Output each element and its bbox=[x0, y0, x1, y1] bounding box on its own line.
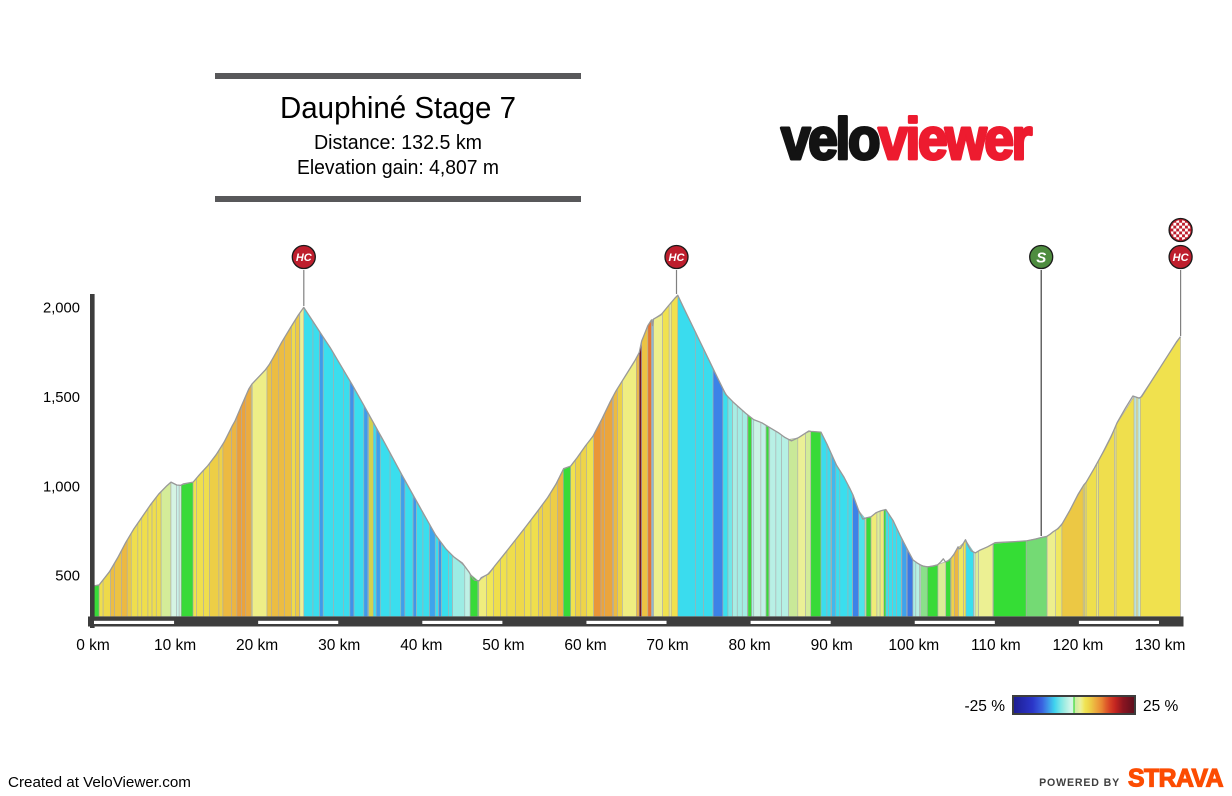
svg-text:120 km: 120 km bbox=[1052, 637, 1103, 654]
svg-text:1,000: 1,000 bbox=[43, 479, 80, 495]
svg-text:100 km: 100 km bbox=[888, 637, 939, 654]
svg-text:90 km: 90 km bbox=[811, 637, 853, 654]
svg-text:80 km: 80 km bbox=[728, 637, 770, 654]
svg-text:Dauphiné Stage 7: Dauphiné Stage 7 bbox=[280, 91, 516, 125]
svg-text:10 km: 10 km bbox=[154, 637, 196, 654]
svg-text:-25 %: -25 % bbox=[965, 698, 1006, 715]
svg-text:Elevation gain: 4,807 m: Elevation gain: 4,807 m bbox=[297, 157, 499, 179]
svg-text:40 km: 40 km bbox=[400, 637, 442, 654]
svg-text:1,500: 1,500 bbox=[43, 390, 80, 406]
svg-text:HC: HC bbox=[1173, 252, 1190, 264]
svg-text:Distance: 132.5 km: Distance: 132.5 km bbox=[314, 132, 482, 154]
svg-text:STRAVA: STRAVA bbox=[1128, 765, 1223, 793]
svg-text:POWERED BY: POWERED BY bbox=[1039, 777, 1120, 789]
svg-text:HC: HC bbox=[669, 252, 686, 264]
svg-text:500: 500 bbox=[55, 569, 80, 585]
svg-text:0 km: 0 km bbox=[76, 637, 110, 654]
svg-text:70 km: 70 km bbox=[646, 637, 688, 654]
svg-text:veloviewer: veloviewer bbox=[781, 107, 1032, 172]
svg-text:20 km: 20 km bbox=[236, 637, 278, 654]
svg-text:Created at VeloViewer.com: Created at VeloViewer.com bbox=[8, 774, 191, 791]
svg-text:30 km: 30 km bbox=[318, 637, 360, 654]
svg-text:130 km: 130 km bbox=[1135, 637, 1186, 654]
svg-text:25 %: 25 % bbox=[1143, 698, 1179, 715]
svg-text:60 km: 60 km bbox=[564, 637, 606, 654]
svg-text:HC: HC bbox=[296, 252, 313, 264]
svg-text:50 km: 50 km bbox=[482, 637, 524, 654]
svg-text:S: S bbox=[1036, 250, 1046, 267]
svg-text:110 km: 110 km bbox=[971, 637, 1021, 654]
svg-text:2,000: 2,000 bbox=[43, 301, 80, 317]
